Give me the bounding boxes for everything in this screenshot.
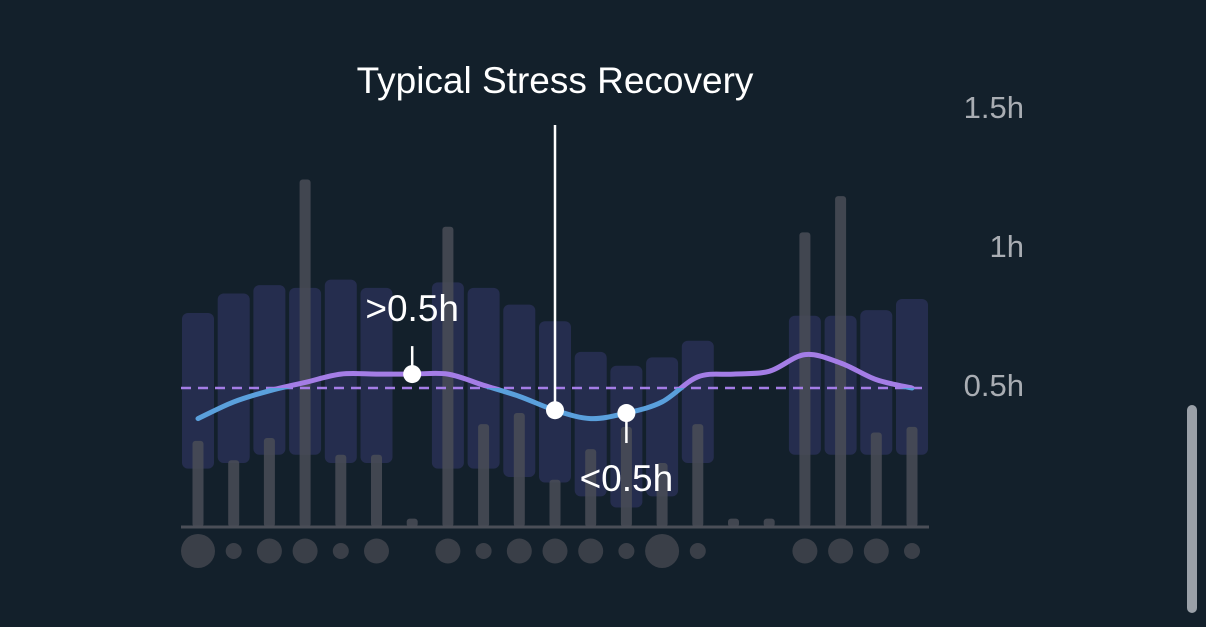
bar <box>656 463 668 527</box>
dot <box>225 543 242 559</box>
bar <box>728 518 739 527</box>
bar <box>870 432 882 527</box>
y-tick-label: 1.5h <box>964 90 1024 125</box>
annotation-label: >0.5h <box>365 288 459 329</box>
range-box <box>681 340 714 464</box>
annotation-label: <0.5h <box>580 458 674 499</box>
bar <box>763 518 775 527</box>
range-box <box>896 299 928 455</box>
bar <box>406 518 418 527</box>
bar <box>906 426 918 527</box>
dot <box>475 543 492 559</box>
dot <box>542 538 568 564</box>
dot <box>256 538 282 564</box>
range-box <box>217 293 250 464</box>
dot <box>332 543 349 559</box>
dot <box>618 543 635 559</box>
bar <box>799 232 811 527</box>
line-above <box>270 351 915 388</box>
bar <box>585 449 597 527</box>
range-box <box>182 312 214 469</box>
dot <box>689 543 706 559</box>
dot <box>863 538 889 564</box>
bar <box>299 179 311 527</box>
bar <box>692 424 704 527</box>
bar <box>263 438 275 527</box>
bar <box>513 413 525 527</box>
annotation-marker <box>546 401 564 420</box>
dot <box>435 538 461 564</box>
annotation-marker <box>403 365 422 384</box>
range-box <box>860 310 893 455</box>
bar <box>478 424 490 527</box>
dot <box>181 534 215 568</box>
bar <box>192 440 204 527</box>
dot <box>578 538 604 564</box>
dot <box>828 538 854 564</box>
bar <box>549 479 561 527</box>
range-box <box>324 279 357 464</box>
annotation-marker <box>617 404 636 423</box>
y-tick-label: 0.5h <box>964 368 1024 403</box>
range-box <box>253 285 286 455</box>
scrollbar[interactable] <box>1187 405 1197 613</box>
range-box <box>646 357 679 497</box>
bar <box>335 454 347 527</box>
dot <box>292 538 318 564</box>
bar <box>442 226 454 527</box>
bar <box>228 460 240 527</box>
bar <box>371 454 382 527</box>
range-box <box>503 304 536 477</box>
dot <box>904 543 920 559</box>
annotation-title: Typical Stress Recovery <box>357 60 754 101</box>
dot <box>506 538 532 564</box>
dot <box>645 534 680 568</box>
y-tick-label: 1h <box>990 229 1024 264</box>
bar <box>620 426 632 527</box>
range-box <box>467 287 500 469</box>
dot <box>364 538 389 564</box>
dot <box>792 538 818 564</box>
